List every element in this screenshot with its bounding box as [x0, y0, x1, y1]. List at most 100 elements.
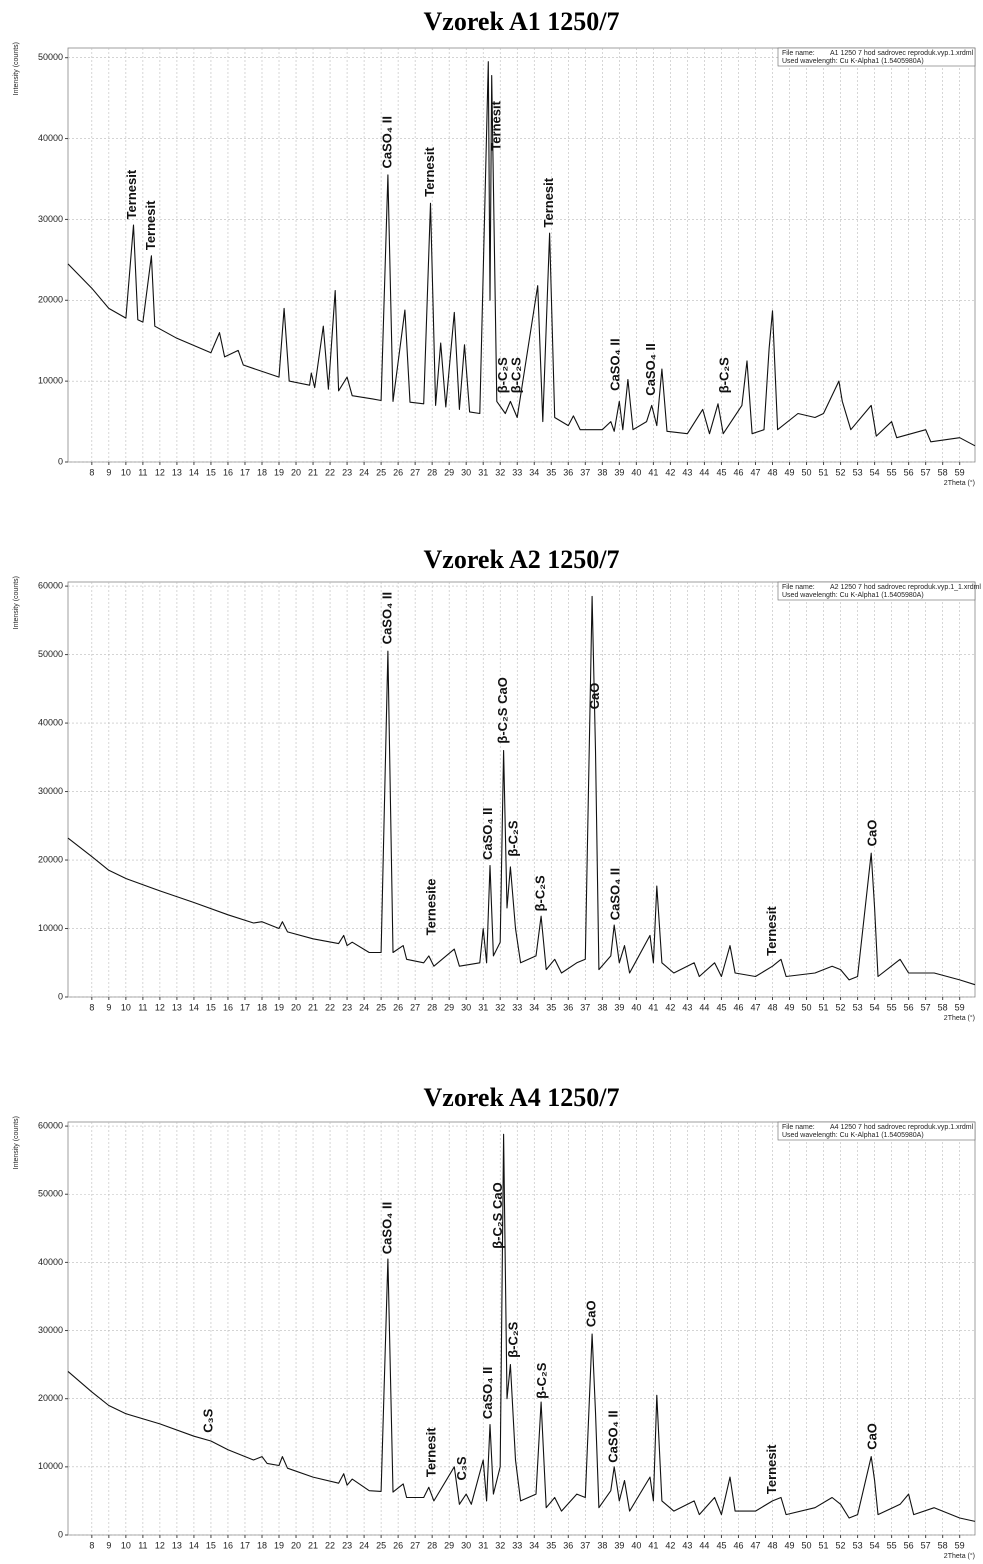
- x-tick-label: 37: [580, 467, 590, 477]
- x-tick-label: 33: [512, 467, 522, 477]
- x-tick-label: 11: [138, 1002, 147, 1012]
- x-tick-label: 26: [393, 467, 403, 477]
- y-tick-label: 10000: [38, 376, 63, 386]
- peak-annotation: CaSO₄ II: [379, 1202, 394, 1254]
- peak-annotation: Ternesit: [764, 906, 779, 956]
- x-tick-label: 57: [921, 1002, 931, 1012]
- x-tick-label: 12: [155, 1540, 165, 1550]
- peak-annotation: Ternesit: [541, 177, 556, 227]
- peak-annotation: Ternesit: [422, 147, 437, 197]
- x-tick-label: 59: [955, 467, 965, 477]
- x-tick-label: 20: [291, 1002, 301, 1012]
- x-tick-label: 52: [836, 1002, 846, 1012]
- xrd-trace: [67, 1133, 976, 1522]
- x-tick-label: 14: [189, 1540, 199, 1550]
- x-tick-label: 22: [325, 1540, 335, 1550]
- peak-annotation: β-C₂S CaO: [490, 1182, 505, 1248]
- x-tick-label: 49: [785, 467, 795, 477]
- x-tick-label: 42: [665, 467, 675, 477]
- info-file-name: A1 1250 7 hod sadrovec reproduk.vyp.1.xr…: [830, 50, 974, 57]
- x-tick-label: 52: [836, 467, 846, 477]
- x-tick-label: 15: [206, 1002, 216, 1012]
- peak-annotation: C₃S: [201, 1408, 216, 1432]
- info-wavelength: Used wavelength: Cu K-Alpha1 (1.5405980A…: [782, 592, 924, 599]
- x-tick-label: 47: [750, 467, 760, 477]
- x-tick-label: 18: [257, 467, 267, 477]
- x-tick-label: 48: [767, 1002, 777, 1012]
- x-tick-label: 25: [376, 467, 386, 477]
- x-tick-label: 46: [733, 1540, 743, 1550]
- y-tick-label: 30000: [38, 214, 63, 224]
- x-axis-label: 2Theta (°): [944, 1014, 975, 1022]
- y-tick-label: 60000: [38, 1120, 63, 1130]
- x-tick-label: 48: [767, 467, 777, 477]
- info-wavelength: Used wavelength: Cu K-Alpha1 (1.5405980A…: [782, 58, 924, 65]
- x-tick-label: 32: [495, 1002, 505, 1012]
- x-axis-label: 2Theta (°): [944, 1552, 975, 1560]
- x-tick-label: 46: [733, 1002, 743, 1012]
- x-tick-label: 54: [870, 1002, 880, 1012]
- x-tick-label: 23: [342, 1002, 352, 1012]
- x-tick-label: 8: [89, 467, 94, 477]
- peak-annotation: β-C₂S: [505, 1321, 520, 1357]
- x-tick-label: 31: [478, 1540, 488, 1550]
- x-tick-label: 22: [325, 467, 335, 477]
- chart-title: Vzorek A1 1250/7: [424, 7, 620, 36]
- peak-annotation: CaSO₄ II: [480, 808, 495, 860]
- x-tick-label: 32: [495, 467, 505, 477]
- peak-annotation: CaO: [587, 683, 602, 710]
- x-tick-label: 55: [887, 1002, 897, 1012]
- x-tick-label: 35: [546, 467, 556, 477]
- x-tick-label: 15: [206, 1540, 216, 1550]
- x-tick-label: 57: [921, 1540, 931, 1550]
- x-tick-label: 32: [495, 1540, 505, 1550]
- y-axis-label: Intensity (counts): [13, 576, 20, 629]
- x-tick-label: 44: [699, 1002, 709, 1012]
- x-tick-label: 45: [716, 1540, 726, 1550]
- x-tick-label: 56: [904, 467, 914, 477]
- x-tick-label: 31: [478, 1002, 488, 1012]
- chart-panel: Vzorek A2 1250/7 0 10000 20000 30000 40000 500…: [13, 545, 982, 1022]
- peak-annotation: Ternesit: [143, 200, 158, 250]
- x-tick-label: 8: [89, 1540, 94, 1550]
- x-tick-label: 53: [853, 1002, 863, 1012]
- x-tick-label: 27: [410, 1540, 420, 1550]
- plot-frame: [67, 1121, 976, 1536]
- x-tick-label: 40: [631, 1002, 641, 1012]
- x-tick-label: 29: [444, 1540, 454, 1550]
- x-tick-label: 54: [870, 1540, 880, 1550]
- x-tick-label: 18: [257, 1002, 267, 1012]
- y-tick-label: 50000: [38, 649, 63, 659]
- x-tick-label: 17: [240, 1002, 250, 1012]
- x-tick-label: 53: [853, 467, 863, 477]
- x-tick-label: 55: [887, 467, 897, 477]
- x-tick-label: 21: [308, 467, 318, 477]
- info-file-name: A4 1250 7 hod sadrovec reproduk.vyp.1.xr…: [830, 1124, 974, 1131]
- info-box: [777, 581, 976, 601]
- x-tick-label: 55: [887, 1540, 897, 1550]
- peak-annotation: CaSO₄ II: [606, 1410, 621, 1462]
- x-tick-label: 40: [631, 467, 641, 477]
- chart-panel: Vzorek A4 1250/7 0 10000 20000 30000 40000 500…: [13, 1083, 976, 1560]
- x-tick-label: 35: [546, 1002, 556, 1012]
- peak-annotation: CaSO₄ II: [607, 338, 622, 390]
- info-wavelength: Used wavelength: Cu K-Alpha1 (1.5405980A…: [782, 1132, 924, 1139]
- x-tick-label: 51: [819, 1540, 829, 1550]
- x-tick-label: 44: [699, 467, 709, 477]
- x-tick-label: 59: [955, 1540, 965, 1550]
- x-tick-label: 52: [836, 1540, 846, 1550]
- x-tick-label: 38: [597, 1002, 607, 1012]
- x-tick-label: 12: [155, 467, 165, 477]
- x-tick-label: 19: [274, 467, 284, 477]
- x-tick-label: 43: [682, 467, 692, 477]
- x-tick-label: 20: [291, 467, 301, 477]
- x-tick-label: 13: [172, 467, 182, 477]
- x-tick-label: 58: [938, 1002, 948, 1012]
- x-tick-label: 57: [921, 467, 931, 477]
- x-tick-label: 24: [359, 1540, 369, 1550]
- x-tick-label: 16: [223, 1002, 233, 1012]
- x-tick-label: 10: [121, 467, 131, 477]
- y-axis-label: Intensity (counts): [13, 42, 20, 95]
- x-tick-label: 45: [716, 467, 726, 477]
- info-file-name: A2 1250 7 hod sadrovec reproduk.vyp.1_1.…: [830, 584, 981, 591]
